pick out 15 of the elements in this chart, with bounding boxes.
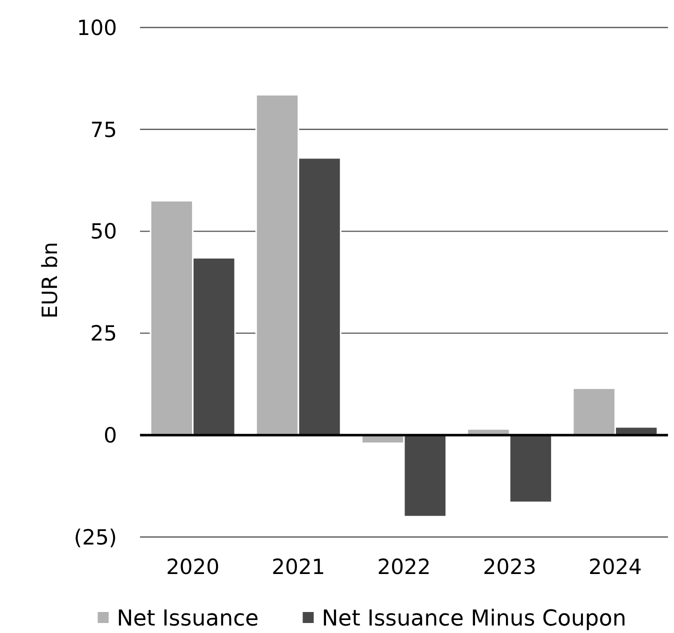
legend-label: Net Issuance [116, 606, 259, 632]
bar [508, 434, 553, 504]
y-tick-label: 50 [90, 220, 117, 244]
y-tick-label: (25) [74, 525, 117, 550]
y-tick-label: 25 [90, 322, 117, 346]
legend-label: Net Issuance Minus Coupon [322, 606, 626, 632]
y-tick-label: 100 [76, 16, 117, 40]
x-tick-label: 2020 [166, 555, 220, 579]
y-tick-label: 0 [104, 423, 117, 448]
y-tick-label: 75 [90, 118, 117, 142]
x-tick-label: 2023 [482, 555, 536, 579]
y-axis-title: EUR bn [38, 242, 62, 319]
x-tick-label: 2022 [377, 555, 431, 579]
x-tick-label: 2024 [588, 555, 642, 579]
x-tick-label: 2021 [272, 555, 326, 579]
